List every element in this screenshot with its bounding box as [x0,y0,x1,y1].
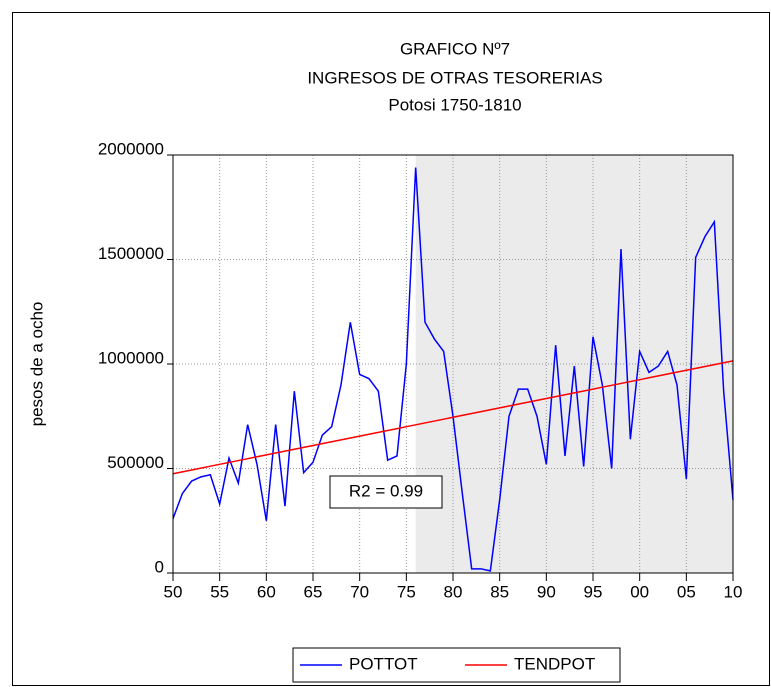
x-tick-label: 50 [164,582,183,601]
x-tick-label: 90 [537,582,556,601]
x-tick-label: 00 [630,582,649,601]
chart-subtitle: INGRESOS DE OTRAS TESORERIAS [307,68,602,87]
shaded-region [415,155,733,573]
annotation: R2 = 0.99 [349,481,423,500]
y-tick-label: 1500000 [98,244,164,263]
chart-title: GRAFICO Nº7 [400,39,510,58]
series-line [172,167,734,572]
plot-frame [172,154,734,574]
x-tick-label: 10 [724,582,743,601]
x-tick-label: 05 [677,582,696,601]
chart-subtitle: Potosi 1750-1810 [388,95,521,114]
x-tick-label: 60 [257,582,276,601]
legend-box [292,647,621,683]
x-tick-label: 85 [490,582,509,601]
y-tick-label: 0 [155,557,164,576]
y-tick-label: 500000 [107,453,164,472]
x-tick-label: 65 [304,582,323,601]
y-tick-label: 2000000 [98,139,164,158]
y-axis-label: pesos de a ocho [27,302,46,427]
x-tick-label: 75 [397,582,416,601]
series-line [172,360,734,475]
x-tick-label: 80 [444,582,463,601]
x-tick-label: 95 [584,582,603,601]
legend-label: TENDPOT [514,654,595,673]
y-tick-label: 1000000 [98,348,164,367]
annotation-box [329,475,443,509]
x-tick-label: 55 [210,582,229,601]
legend-label: POTTOT [349,654,418,673]
x-tick-label: 70 [350,582,369,601]
